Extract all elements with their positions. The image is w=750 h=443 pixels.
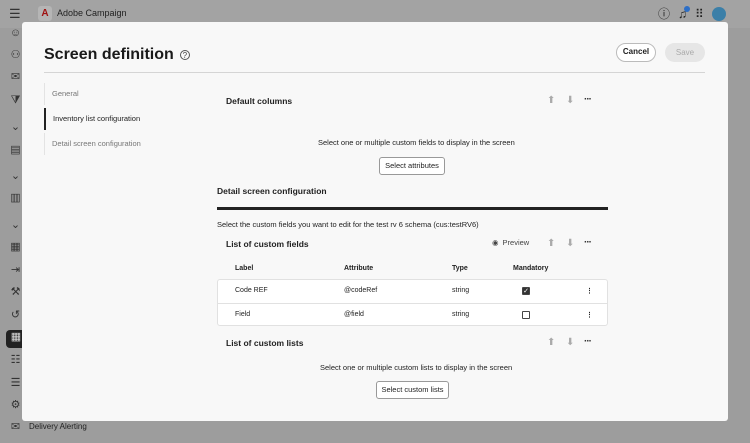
column-label: Label: [235, 265, 254, 272]
column-attribute: Attribute: [344, 265, 374, 272]
move-up-icon[interactable]: ⬆: [547, 337, 556, 348]
audiences-icon[interactable]: ⚇: [10, 49, 21, 61]
chart-icon[interactable]: ▥: [10, 192, 21, 204]
nav-detail-screen-configuration[interactable]: Detail screen configuration: [44, 133, 194, 155]
page-title: Screen definition: [44, 46, 174, 63]
top-right-actions: ⓘ ♫ ⠿: [658, 6, 726, 22]
notification-badge: [684, 6, 691, 12]
preview-button[interactable]: ◉ Preview: [492, 238, 529, 247]
detail-screen-title: Detail screen configuration: [217, 186, 327, 196]
mandatory-checkbox[interactable]: ✓: [522, 287, 530, 295]
help-icon[interactable]: ?: [179, 50, 190, 60]
custom-fields-title: List of custom fields: [226, 239, 309, 249]
table-row: Code REF @codeRef string ✓ ⋮: [218, 280, 607, 303]
mandatory-checkbox[interactable]: [522, 311, 530, 319]
move-up-icon[interactable]: ⬆: [547, 95, 556, 106]
app-name[interactable]: Adobe Campaign: [57, 8, 127, 18]
list-icon[interactable]: ▦: [10, 241, 21, 253]
hammer-icon[interactable]: ⚒: [10, 286, 21, 298]
cell-type: string: [452, 311, 470, 318]
divider: [44, 72, 705, 73]
row-more-icon[interactable]: ⋮: [586, 288, 593, 295]
custom-fields-table: Code REF @codeRef string ✓ ⋮ Field @fiel…: [217, 279, 608, 326]
chevron-down-icon[interactable]: ⌄: [10, 121, 21, 133]
cell-attribute: @codeRef: [344, 287, 378, 294]
more-icon[interactable]: ···: [584, 237, 592, 248]
hamburger-menu-icon[interactable]: ☰: [9, 6, 21, 21]
detail-hint: Select the custom fields you want to edi…: [217, 220, 479, 229]
default-columns-hint: Select one or multiple custom fields to …: [318, 138, 515, 147]
preview-label: Preview: [502, 238, 530, 247]
move-up-icon[interactable]: ⬆: [547, 238, 556, 249]
package-settings-icon[interactable]: ⚙: [10, 399, 21, 411]
screen-definition-modal: Screen definition ? Cancel Save General …: [22, 22, 728, 421]
cell-label: Field: [235, 311, 251, 318]
profile-icon[interactable]: ☺: [9, 27, 22, 39]
title-row: Screen definition ?: [44, 46, 190, 64]
import-icon[interactable]: ⇥: [10, 264, 21, 276]
report-icon[interactable]: ▤: [10, 144, 21, 156]
move-down-icon[interactable]: ⬇: [566, 337, 575, 348]
screen-definition-icon[interactable]: ▦: [6, 330, 26, 348]
save-button[interactable]: Save: [665, 43, 705, 62]
history-icon[interactable]: ↺: [10, 309, 21, 321]
table-row: Field @field string ⋮: [218, 303, 607, 326]
left-sidebar: ☺ ⚇ ✉ ⧩ ⌄ ▤ ⌄ ▥ ⌄ ▦ ⇥ ⚒ ↺ ▦ ☷ ☰ ⚙ ✉: [0, 27, 30, 443]
cell-label: Code REF: [235, 287, 268, 294]
more-icon[interactable]: ···: [584, 94, 592, 105]
section-divider: [217, 207, 608, 210]
move-down-icon[interactable]: ⬇: [566, 238, 575, 249]
nav-inventory-list-configuration[interactable]: Inventory list configuration: [44, 108, 194, 130]
avatar[interactable]: [711, 7, 726, 21]
apps-grid-icon[interactable]: ⠿: [695, 7, 704, 21]
column-mandatory: Mandatory: [513, 265, 549, 272]
help-icon[interactable]: ⓘ: [658, 7, 671, 21]
mail-alert-icon[interactable]: ✉: [10, 421, 21, 433]
move-down-icon[interactable]: ⬇: [566, 95, 575, 106]
settings-list-icon[interactable]: ☷: [10, 354, 21, 366]
row-more-icon[interactable]: ⋮: [586, 312, 593, 319]
filter-icon[interactable]: ⧩: [10, 94, 21, 106]
cell-attribute: @field: [344, 311, 364, 318]
cell-type: string: [452, 287, 470, 294]
custom-lists-hint: Select one or multiple custom lists to d…: [320, 363, 513, 372]
cancel-button[interactable]: Cancel: [616, 43, 656, 62]
select-custom-lists-button[interactable]: Select custom lists: [376, 381, 449, 399]
storage-icon[interactable]: ☰: [10, 377, 21, 389]
bell-icon[interactable]: ♫: [678, 6, 691, 21]
nav-general[interactable]: General: [44, 83, 194, 105]
select-attributes-button[interactable]: Select attributes: [379, 157, 445, 175]
adobe-logo: A: [38, 6, 52, 21]
custom-lists-title: List of custom lists: [226, 338, 304, 348]
column-type: Type: [452, 265, 468, 272]
more-icon[interactable]: ···: [584, 336, 592, 347]
default-columns-title: Default columns: [226, 96, 293, 106]
chevron-down-icon[interactable]: ⌄: [10, 219, 21, 231]
sidebar-item-delivery-alerting[interactable]: Delivery Alerting: [29, 422, 87, 431]
inbox-icon[interactable]: ✉: [10, 71, 21, 83]
eye-icon: ◉: [492, 238, 499, 247]
chevron-down-icon[interactable]: ⌄: [10, 170, 21, 182]
